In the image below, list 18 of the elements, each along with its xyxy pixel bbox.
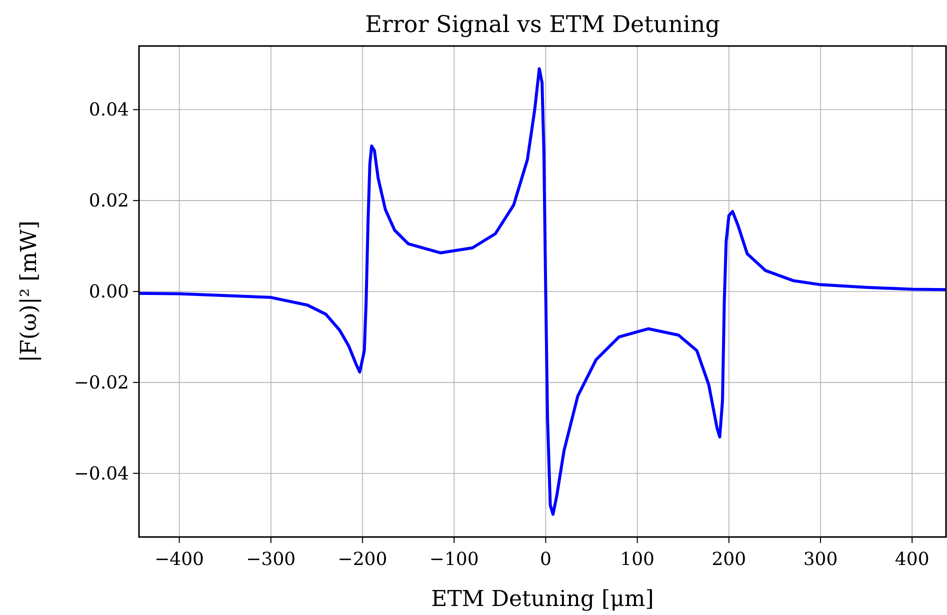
x-tick-label: −200 — [338, 549, 388, 570]
x-tick-label: 400 — [894, 549, 930, 570]
x-tick-label: 0 — [540, 549, 552, 570]
y-tick-label: −0.04 — [74, 463, 129, 484]
y-axis-title: |F(ω)|² [mW] — [17, 220, 42, 362]
x-tick-label: −400 — [154, 549, 204, 570]
x-axis-title: ETM Detuning [μm] — [431, 587, 654, 612]
x-tick-label: 100 — [620, 549, 654, 570]
y-tick-label: 0.00 — [88, 282, 129, 302]
line-series — [139, 67, 946, 516]
x-tick-label: −300 — [246, 549, 296, 570]
y-tick-label: −0.02 — [74, 372, 129, 394]
x-tick-label: 200 — [712, 549, 746, 570]
x-tick-label: −100 — [429, 549, 479, 570]
y-tick-label: 0.02 — [88, 190, 129, 212]
chart-title: Error Signal vs ETM Detuning — [365, 12, 720, 38]
x-tick-label: 300 — [803, 549, 838, 570]
y-tick-label: 0.04 — [88, 100, 129, 121]
